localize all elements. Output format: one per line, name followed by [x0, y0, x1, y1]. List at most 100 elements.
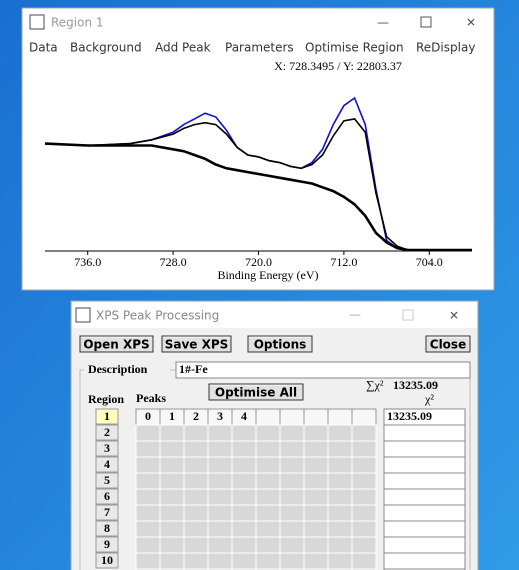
region-button[interactable] [95, 440, 119, 457]
grid-cell [159, 440, 185, 458]
peak-column: 4 [241, 409, 247, 423]
minimize[interactable]: — [349, 308, 361, 322]
minimize[interactable]: — [377, 16, 389, 30]
chi-cell [383, 440, 466, 458]
menu-item[interactable]: ReDisplay [416, 41, 475, 55]
grid-cell [255, 520, 281, 538]
description-input[interactable] [175, 361, 471, 379]
grid-cell [159, 504, 185, 522]
grid-cell [279, 424, 305, 442]
chi-cell [383, 552, 466, 570]
peak-column: 2 [193, 409, 199, 423]
grid-cell [231, 440, 257, 458]
grid-cell [135, 552, 161, 570]
region-number: 7 [104, 505, 110, 519]
grid-cell [351, 440, 377, 458]
grid-cell [351, 552, 377, 570]
grid-cell [327, 456, 353, 474]
grid-cell [231, 424, 257, 442]
close-window[interactable]: ✕ [449, 309, 459, 323]
grid-cell [279, 504, 305, 522]
menu-item[interactable]: Optimise Region [305, 41, 404, 55]
grid-cell [255, 408, 281, 426]
region-button[interactable] [95, 536, 119, 553]
grid-cell [183, 440, 209, 458]
region-button[interactable] [95, 424, 119, 441]
grid-cell [135, 488, 161, 506]
region-number: 10 [101, 553, 113, 567]
region-button[interactable] [95, 456, 119, 473]
close-window[interactable]: ✕ [466, 16, 476, 30]
grid-cell [255, 440, 281, 458]
button[interactable] [247, 335, 313, 353]
description-label: Description [88, 362, 148, 376]
menu-item[interactable]: Add Peak [155, 41, 211, 55]
chi-cell [383, 472, 466, 490]
region-label: Region [88, 392, 124, 406]
grid-cell [303, 456, 329, 474]
peaks-label: Peaks [136, 391, 166, 405]
spectrum-line [44, 142, 472, 252]
x-tick-label: 736.0 [74, 255, 101, 269]
grid-cell [183, 504, 209, 522]
region-number: 1 [104, 409, 110, 423]
title-bar [72, 302, 477, 328]
button[interactable] [161, 335, 232, 353]
grid-cell [303, 552, 329, 570]
app-icon [75, 307, 91, 323]
maximize[interactable] [420, 16, 432, 28]
region-number: 3 [104, 441, 110, 455]
grid-cell [303, 520, 329, 538]
grid-cell [303, 488, 329, 506]
x-tick-label: 728.0 [160, 255, 187, 269]
button-label: Close [430, 338, 466, 352]
label-bg [84, 362, 170, 378]
region-number: 5 [104, 473, 110, 487]
chi-cell [383, 504, 466, 522]
x-tick-label: 704.0 [416, 255, 443, 269]
x-tick-label: 712.0 [330, 255, 357, 269]
chi-cell [383, 520, 466, 538]
grid-cell [303, 440, 329, 458]
grid-cell [303, 408, 329, 426]
region-button[interactable] [95, 408, 119, 425]
region-button[interactable] [95, 520, 119, 537]
menu-item[interactable]: Data [29, 41, 58, 55]
menu-item[interactable]: Parameters [225, 41, 294, 55]
region-button[interactable] [95, 488, 119, 505]
optimise-all-button-label: Optimise All [215, 386, 297, 400]
grid-cell [351, 424, 377, 442]
menu-bar: Data Background Add Peak Parameters Optimise… [29, 41, 475, 55]
region-button[interactable] [95, 504, 119, 521]
grid-cell [231, 456, 257, 474]
region-number: 4 [104, 457, 110, 471]
region-button[interactable] [95, 472, 119, 489]
grid-cell [279, 488, 305, 506]
grid-cell [207, 440, 233, 458]
optimise-all-button[interactable] [208, 383, 304, 401]
grid-cell [231, 552, 257, 570]
region-button[interactable] [95, 552, 119, 569]
grid-cell [255, 472, 281, 490]
grid-cell [183, 424, 209, 442]
region-number: 8 [104, 521, 110, 535]
chi-cell [383, 424, 466, 442]
grid-cell [351, 472, 377, 490]
button[interactable] [79, 335, 154, 353]
grid-cell [159, 520, 185, 538]
grid-cell [279, 520, 305, 538]
grid-cell [327, 488, 353, 506]
cursor-readout: X: 728.3495 / Y: 22803.37 [274, 59, 402, 73]
menu-item[interactable]: Background [70, 41, 142, 55]
button[interactable] [425, 335, 471, 353]
grid-cell [279, 536, 305, 554]
grid-cell [135, 424, 161, 442]
grid-cell [135, 536, 161, 554]
grid-cell [135, 520, 161, 538]
peak-column: 3 [217, 409, 223, 423]
grid-cell [183, 488, 209, 506]
x-axis-label: Binding Energy (eV) [217, 268, 318, 282]
x-tick-label: 720.0 [245, 255, 272, 269]
